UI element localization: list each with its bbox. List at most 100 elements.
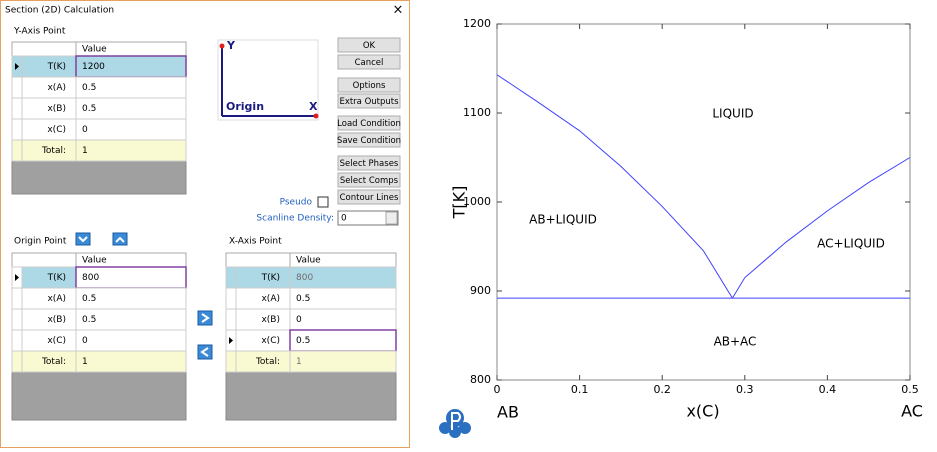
row-value: 0: [82, 336, 88, 346]
copy-right-button[interactable]: [197, 310, 213, 326]
button[interactable]: [337, 132, 401, 148]
region-label: AB+LIQUID: [529, 213, 597, 227]
row-pointer: [229, 337, 233, 344]
table-header-text: Value: [82, 256, 107, 266]
pseudo-label: Pseudo: [280, 198, 313, 208]
phase-boundary: [731, 157, 911, 299]
row-indicator: [11, 329, 23, 352]
diagram-label: X: [309, 100, 318, 113]
diagram-dot: [219, 43, 225, 49]
button[interactable]: [337, 189, 401, 205]
icon-button[interactable]: [75, 232, 91, 246]
scanline-input[interactable]: [337, 210, 399, 226]
section-label: Origin Point: [14, 237, 67, 247]
region-label: LIQUID: [712, 107, 753, 121]
region-label: AC+LIQUID: [817, 237, 885, 251]
y-tick-label: 1200: [463, 17, 491, 30]
button[interactable]: [337, 155, 401, 171]
value-cell: [289, 350, 397, 373]
close-button[interactable]: ×: [393, 3, 404, 18]
button-label: Options: [353, 81, 386, 91]
row-value: 0.5: [296, 336, 310, 346]
row-indicator: [11, 308, 23, 331]
button-label: Select Phases: [340, 159, 399, 169]
row-indicator: [11, 118, 23, 141]
row-label: x(C): [47, 336, 66, 346]
x-tick-label: 0.4: [819, 383, 837, 396]
value-cell: [75, 139, 187, 162]
spinner[interactable]: [385, 211, 398, 225]
row-value: 1: [82, 357, 88, 367]
copy-left-button[interactable]: [197, 344, 213, 360]
value-cell: [75, 350, 187, 373]
logo: [439, 409, 471, 438]
diagram-label: Y: [226, 39, 236, 52]
y-tick-label: 900: [470, 284, 491, 297]
y-tick-label: 800: [470, 373, 491, 386]
row-indicator: [225, 287, 237, 310]
row-pointer: [15, 274, 19, 281]
x-tick-label: 0.3: [736, 383, 754, 396]
component-label: AC: [901, 402, 923, 421]
button-label: Cancel: [355, 58, 384, 68]
row-indicator: [11, 287, 23, 310]
row-value: 1: [82, 146, 88, 156]
row-label: x(A): [47, 83, 66, 93]
icon-button[interactable]: [112, 232, 128, 246]
row-label: x(B): [47, 315, 66, 325]
button[interactable]: [337, 115, 401, 131]
button[interactable]: [337, 77, 401, 93]
region-label: AB+AC: [714, 335, 757, 349]
row-label: x(B): [261, 315, 280, 325]
y-axis-label: T[K]: [450, 186, 469, 220]
row-label: Total:: [255, 357, 280, 367]
scanline-value: 0: [341, 214, 347, 224]
row-indicator: [225, 266, 237, 289]
button[interactable]: [337, 54, 401, 70]
button[interactable]: [337, 172, 401, 188]
scanline-label: Scanline Density:: [256, 214, 334, 224]
row-value: 0.5: [82, 294, 96, 304]
x-tick-label: 0.5: [901, 383, 919, 396]
row-value: 0.5: [82, 104, 96, 114]
plot-frame: [496, 23, 911, 381]
component-label: AB: [497, 403, 519, 422]
row-indicator: [11, 350, 23, 373]
y-tick-label: 1000: [463, 195, 491, 208]
row-value: 0.5: [296, 294, 310, 304]
button-label: Select Comps: [340, 176, 399, 186]
table-header-text: Value: [82, 45, 107, 55]
row-indicator: [11, 97, 23, 120]
y-tick-label: 1100: [463, 106, 491, 119]
section-label: X-Axis Point: [229, 237, 282, 247]
button[interactable]: [337, 37, 401, 53]
x-tick-label: 0.2: [653, 383, 671, 396]
x-axis-label: x(C): [686, 402, 719, 421]
section-label: Y-Axis Point: [13, 27, 66, 37]
row-value: 0.5: [82, 83, 96, 93]
pseudo-checkbox[interactable]: [317, 196, 329, 208]
row-indicator: [225, 308, 237, 331]
row-label: T(K): [47, 62, 66, 72]
button-label: Extra Outputs: [339, 97, 399, 107]
button-label: Load Condition: [337, 119, 401, 129]
button[interactable]: [337, 93, 401, 109]
row-label: Total:: [41, 357, 66, 367]
axis-diagram: [217, 39, 319, 121]
button-label: OK: [363, 41, 376, 51]
diagram-label: Origin: [226, 100, 264, 113]
row-indicator: [11, 139, 23, 162]
button-label: Save Condition: [337, 136, 401, 146]
row-value: 1: [296, 357, 302, 367]
row-label: x(A): [261, 294, 280, 304]
row-value: 1200: [82, 62, 105, 72]
value-cell: [75, 118, 187, 141]
value-cell: [75, 329, 187, 352]
x-tick-label: 0: [494, 383, 501, 396]
phase-boundary: [496, 74, 733, 299]
value-cell: [289, 308, 397, 331]
row-label: T(K): [261, 273, 280, 283]
row-label: Total:: [41, 146, 66, 156]
row-label: x(C): [261, 336, 280, 346]
